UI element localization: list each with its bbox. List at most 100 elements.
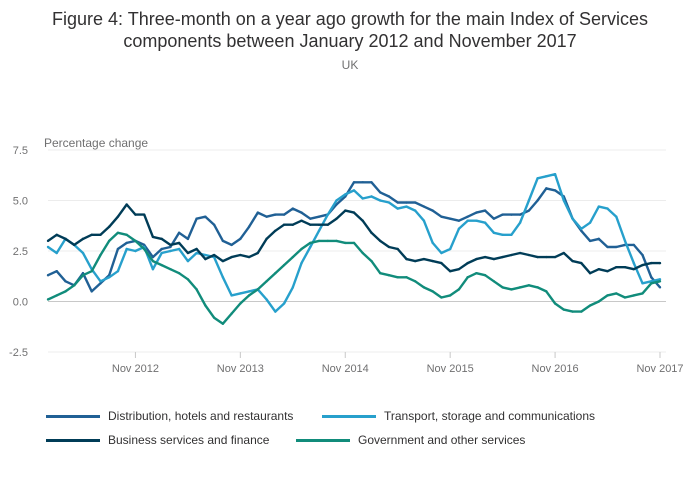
data-point[interactable] [204, 215, 207, 218]
data-point[interactable] [588, 221, 592, 224]
data-point[interactable] [387, 201, 391, 204]
data-point[interactable] [379, 239, 382, 243]
data-point[interactable] [580, 310, 583, 313]
data-point[interactable] [527, 209, 531, 212]
data-point[interactable] [414, 259, 417, 263]
data-point[interactable] [457, 219, 461, 222]
data-point[interactable] [396, 201, 399, 204]
data-point[interactable] [588, 304, 592, 307]
data-point[interactable] [239, 292, 242, 295]
data-point[interactable] [239, 253, 242, 257]
data-point[interactable] [457, 288, 461, 291]
data-point[interactable] [396, 247, 399, 251]
data-point[interactable] [501, 213, 504, 216]
data-point[interactable] [265, 215, 268, 218]
data-point[interactable] [361, 251, 364, 255]
data-point[interactable] [265, 298, 268, 301]
data-point[interactable] [204, 304, 207, 307]
data-point[interactable] [466, 219, 469, 222]
data-point[interactable] [134, 239, 137, 243]
data-point[interactable] [64, 237, 67, 241]
data-point[interactable] [448, 294, 452, 297]
data-point[interactable] [623, 296, 627, 299]
data-point[interactable] [588, 239, 592, 243]
data-point[interactable] [186, 278, 190, 281]
data-point[interactable] [151, 255, 155, 259]
data-point[interactable] [527, 253, 531, 257]
data-point[interactable] [160, 247, 163, 251]
data-point[interactable] [361, 197, 364, 200]
data-point[interactable] [247, 255, 251, 259]
data-point[interactable] [615, 215, 618, 218]
data-point[interactable] [99, 253, 102, 257]
data-point[interactable] [55, 294, 58, 297]
data-point[interactable] [169, 245, 172, 249]
data-point[interactable] [650, 282, 653, 285]
data-point[interactable] [387, 274, 391, 277]
data-point[interactable] [405, 201, 408, 204]
data-point[interactable] [379, 272, 382, 275]
data-point[interactable] [230, 312, 233, 315]
data-point[interactable] [370, 259, 373, 263]
data-point[interactable] [448, 217, 452, 220]
data-point[interactable] [64, 290, 67, 293]
data-point[interactable] [265, 280, 268, 283]
data-point[interactable] [300, 219, 303, 222]
data-point[interactable] [125, 203, 128, 206]
data-point[interactable] [125, 233, 128, 237]
data-point[interactable] [142, 213, 146, 216]
data-point[interactable] [658, 280, 662, 283]
data-point[interactable] [204, 253, 207, 257]
data-point[interactable] [90, 290, 93, 293]
data-point[interactable] [431, 290, 434, 293]
data-point[interactable] [545, 255, 548, 259]
data-point[interactable] [580, 229, 583, 232]
data-point[interactable] [466, 276, 469, 279]
data-point[interactable] [606, 245, 609, 249]
data-point[interactable] [545, 187, 548, 190]
data-point[interactable] [615, 245, 618, 249]
data-point[interactable] [658, 278, 662, 281]
data-point[interactable] [239, 302, 242, 305]
data-point[interactable] [256, 211, 260, 214]
data-point[interactable] [125, 241, 128, 245]
data-point[interactable] [658, 286, 662, 289]
data-point[interactable] [73, 243, 76, 247]
data-point[interactable] [160, 251, 163, 255]
data-point[interactable] [536, 199, 539, 202]
data-point[interactable] [483, 209, 487, 212]
data-point[interactable] [466, 215, 469, 218]
data-point[interactable] [212, 223, 216, 226]
data-point[interactable] [177, 272, 181, 275]
data-point[interactable] [344, 193, 347, 196]
data-point[interactable] [501, 233, 504, 237]
data-point[interactable] [116, 215, 120, 218]
data-point[interactable] [169, 267, 172, 271]
data-point[interactable] [177, 231, 181, 235]
data-point[interactable] [81, 274, 85, 277]
data-point[interactable] [160, 263, 163, 267]
data-point[interactable] [212, 316, 216, 319]
data-point[interactable] [597, 205, 600, 208]
data-point[interactable] [186, 237, 190, 241]
data-point[interactable] [562, 308, 566, 311]
data-point[interactable] [623, 265, 627, 269]
data-point[interactable] [518, 251, 522, 255]
data-point[interactable] [545, 175, 548, 178]
data-point[interactable] [309, 241, 312, 245]
data-point[interactable] [632, 267, 635, 271]
data-point[interactable] [562, 251, 566, 255]
data-point[interactable] [46, 239, 50, 243]
data-point[interactable] [361, 219, 364, 222]
data-point[interactable] [518, 213, 522, 216]
data-point[interactable] [335, 203, 338, 206]
data-point[interactable] [291, 255, 294, 259]
data-point[interactable] [510, 288, 513, 291]
data-point[interactable] [326, 239, 329, 243]
data-point[interactable] [606, 207, 609, 210]
data-point[interactable] [274, 229, 277, 232]
data-point[interactable] [457, 267, 461, 271]
data-point[interactable] [553, 189, 557, 192]
data-point[interactable] [99, 233, 102, 237]
data-point[interactable] [510, 213, 513, 216]
